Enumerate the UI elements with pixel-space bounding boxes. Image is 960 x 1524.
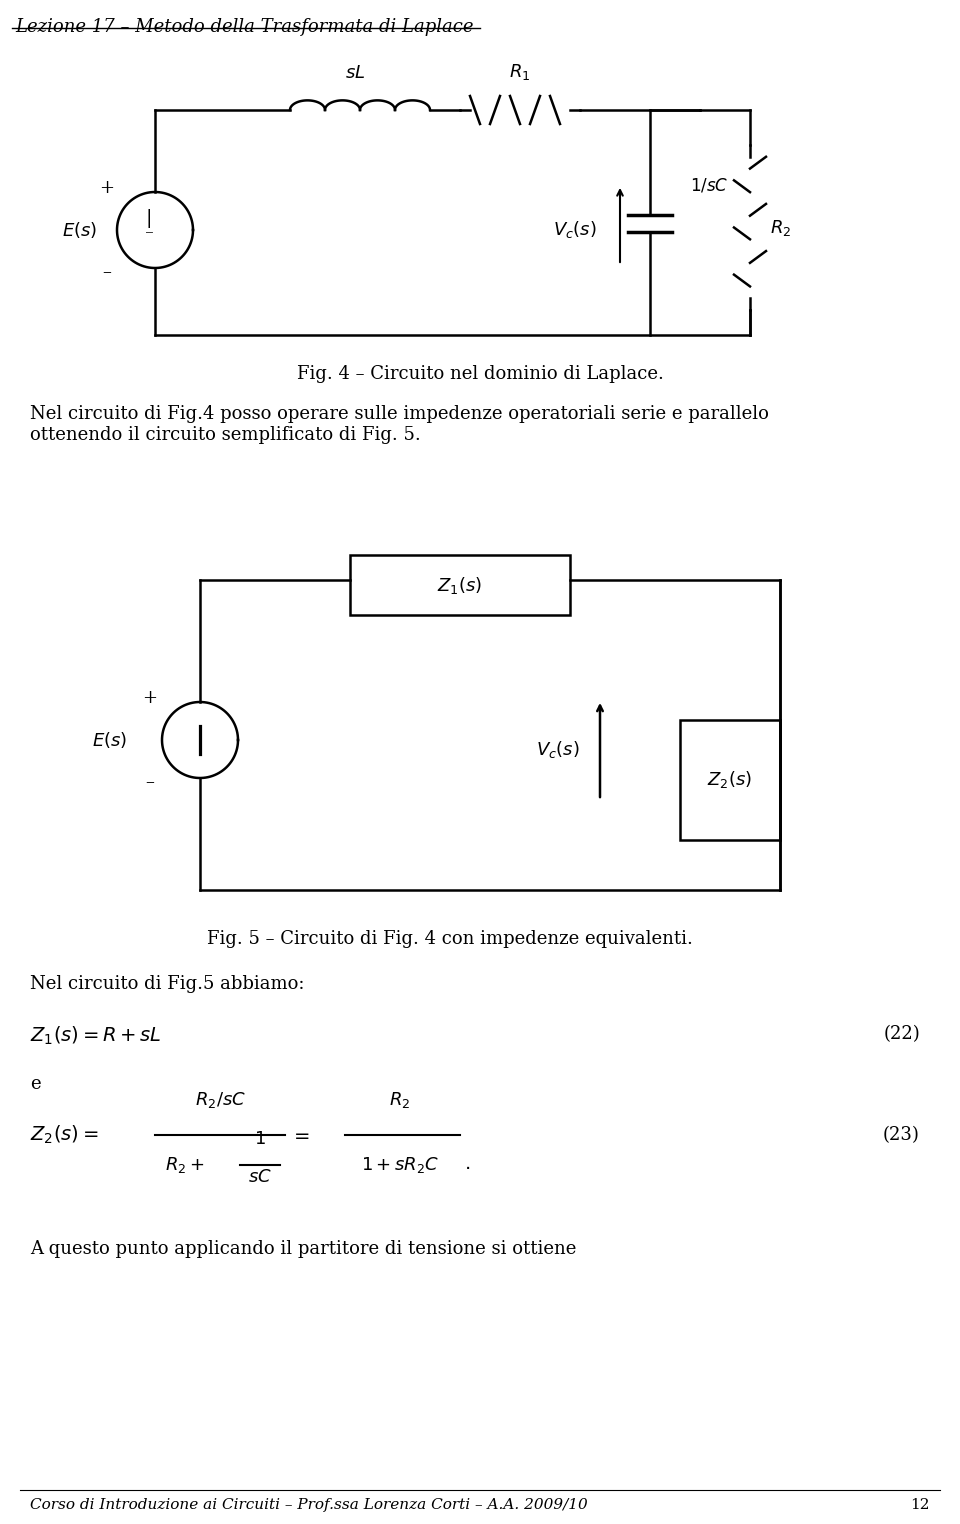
Text: $V_c(s)$: $V_c(s)$	[537, 739, 580, 760]
Text: (22): (22)	[883, 1026, 920, 1042]
Text: $E(s)$: $E(s)$	[62, 219, 98, 239]
Text: $Z_2(s) =$: $Z_2(s) =$	[30, 1123, 99, 1146]
Text: –: –	[103, 264, 111, 280]
Text: –: –	[146, 773, 155, 791]
Text: Lezione 17 – Metodo della Trasformata di Laplace: Lezione 17 – Metodo della Trasformata di…	[15, 18, 473, 37]
Text: Fig. 5 – Circuito di Fig. 4 con impedenze equivalenti.: Fig. 5 – Circuito di Fig. 4 con impedenz…	[207, 930, 693, 948]
Text: +: +	[100, 178, 114, 197]
Text: 12: 12	[910, 1498, 930, 1512]
Text: e: e	[30, 1074, 40, 1093]
Text: Nel circuito di Fig.4 posso operare sulle impedenze operatoriali serie e paralle: Nel circuito di Fig.4 posso operare sull…	[30, 405, 769, 443]
Text: (23): (23)	[883, 1126, 920, 1145]
Text: $sL$: $sL$	[345, 64, 365, 82]
Text: $sC$: $sC$	[248, 1167, 272, 1186]
Text: $=$: $=$	[290, 1126, 310, 1145]
Text: $1/sC$: $1/sC$	[690, 175, 729, 194]
Text: +: +	[142, 689, 157, 707]
Text: $R_2 / sC$: $R_2 / sC$	[195, 1090, 246, 1109]
Text: $1$: $1$	[254, 1129, 266, 1148]
Text: Corso di Introduzione ai Circuiti – Prof.ssa Lorenza Corti – A.A. 2009/10: Corso di Introduzione ai Circuiti – Prof…	[30, 1498, 588, 1512]
Text: A questo punto applicando il partitore di tensione si ottiene: A questo punto applicando il partitore d…	[30, 1241, 576, 1257]
Text: $E(s)$: $E(s)$	[92, 730, 128, 750]
Text: $R_2$: $R_2$	[390, 1090, 411, 1109]
Text: |: |	[146, 209, 153, 227]
Bar	[680, 719, 780, 840]
Text: $.$: $.$	[464, 1155, 470, 1173]
Text: _: _	[146, 219, 153, 233]
Bar	[350, 555, 570, 616]
Text: $1 + sR_2C$: $1 + sR_2C$	[361, 1155, 440, 1175]
Text: $Z_1(s)$: $Z_1(s)$	[438, 575, 483, 596]
Text: $Z_1(s) = R + sL$: $Z_1(s) = R + sL$	[30, 1026, 161, 1047]
Text: $V_c(s)$: $V_c(s)$	[553, 219, 597, 241]
Text: Nel circuito di Fig.5 abbiamo:: Nel circuito di Fig.5 abbiamo:	[30, 975, 304, 994]
Text: $R_2 +$: $R_2 +$	[165, 1155, 204, 1175]
Text: $Z_2(s)$: $Z_2(s)$	[708, 770, 753, 791]
Text: Fig. 4 – Circuito nel dominio di Laplace.: Fig. 4 – Circuito nel dominio di Laplace…	[297, 366, 663, 383]
Text: $R_2$: $R_2$	[770, 218, 791, 238]
Text: $R_1$: $R_1$	[510, 62, 531, 82]
